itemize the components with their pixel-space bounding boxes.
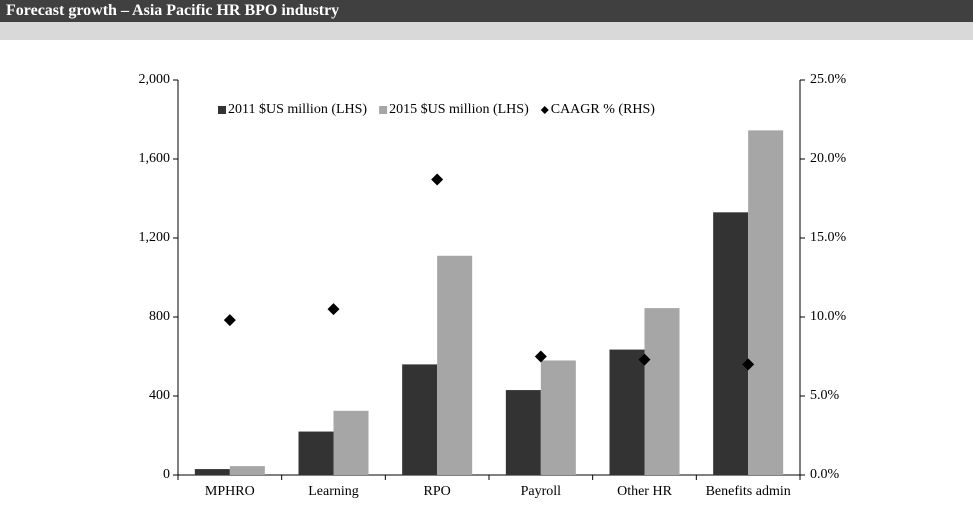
bar (298, 431, 334, 475)
x-tick-label: Benefits admin (706, 484, 791, 499)
legend-label: 2015 $US million (LHS) (389, 102, 529, 117)
y-tick-label: 0 (163, 467, 170, 482)
bar (437, 255, 473, 475)
diamond-marker (431, 173, 444, 186)
bar (713, 212, 749, 475)
header-band (0, 22, 973, 40)
y2-tick-label: 5.0% (810, 388, 840, 403)
x-tick-label: Payroll (521, 484, 562, 499)
x-tick-label: RPO (424, 484, 451, 499)
diamond-marker (638, 353, 651, 366)
y-tick-label: 800 (149, 309, 170, 324)
bar (402, 364, 438, 475)
x-tick-label: Other HR (617, 484, 672, 499)
y-tick-label: 400 (149, 388, 170, 403)
bar (194, 469, 230, 475)
bar (505, 390, 541, 475)
legend-swatch (379, 106, 388, 114)
bar (644, 308, 680, 475)
y2-tick-label: 10.0% (810, 309, 847, 324)
bar (540, 360, 576, 475)
diamond-marker (327, 303, 340, 316)
diamond-marker (742, 358, 755, 371)
bar (333, 410, 369, 475)
diamond-marker (223, 314, 236, 327)
legend-label: CAAGR % (RHS) (551, 102, 656, 117)
y-tick-label: 2,000 (139, 72, 171, 87)
y-tick-label: 1,200 (139, 230, 171, 245)
y2-tick-label: 20.0% (810, 151, 847, 166)
y2-tick-label: 25.0% (810, 72, 847, 87)
x-tick-label: MPHRO (205, 484, 255, 499)
bar (609, 349, 645, 475)
legend-swatch (218, 106, 226, 114)
legend-label: 2011 $US million (LHS) (228, 102, 367, 117)
y2-tick-label: 0.0% (810, 467, 840, 482)
diamond-marker (534, 350, 547, 363)
y-tick-label: 1,600 (139, 151, 171, 166)
bar (748, 130, 784, 476)
header-title: Forecast growth – Asia Pacific HR BPO in… (0, 0, 973, 22)
x-tick-label: Learning (308, 484, 359, 499)
y2-tick-label: 15.0% (810, 230, 847, 245)
bar (229, 466, 265, 475)
legend-marker (540, 106, 549, 114)
